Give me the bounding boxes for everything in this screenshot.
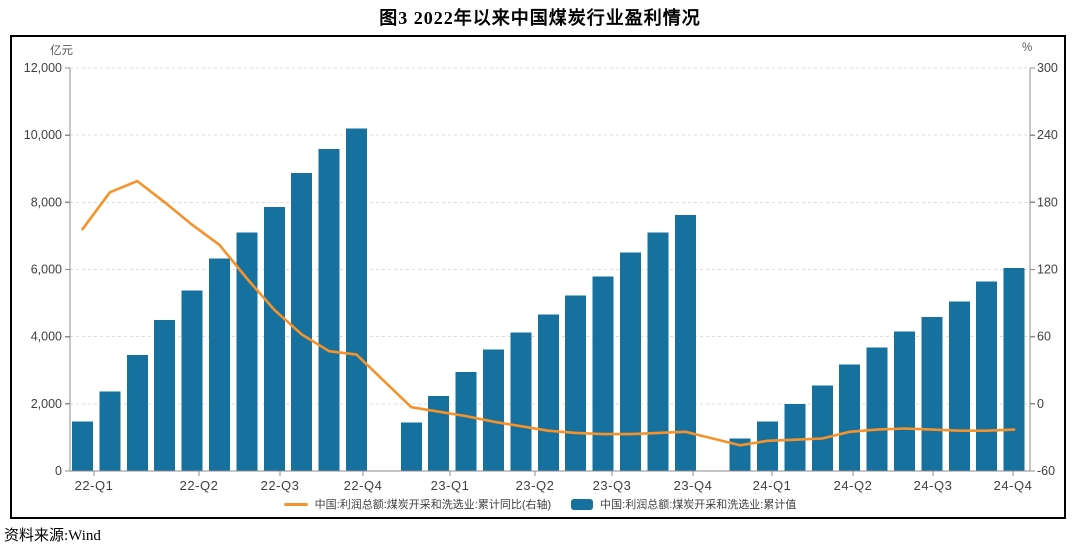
bar <box>99 391 121 471</box>
bar <box>263 207 285 471</box>
x-tick-label: 22-Q2 <box>180 478 219 493</box>
left-tick-label: 12,000 <box>24 61 62 75</box>
right-tick-label: 0 <box>1037 397 1044 411</box>
right-tick-label: 240 <box>1037 128 1058 142</box>
right-tick-label: 120 <box>1037 263 1058 277</box>
bar <box>181 290 203 471</box>
bar <box>948 301 970 471</box>
left-axis-unit-label: 亿元 <box>50 45 73 57</box>
chart-title: 图3 2022年以来中国煤炭行业盈利情况 <box>379 8 701 28</box>
left-tick-label: 6,000 <box>31 263 62 277</box>
bar <box>592 276 614 471</box>
x-tick-label: 24-Q1 <box>753 478 792 493</box>
x-tick-label: 22-Q1 <box>75 478 114 493</box>
bar <box>510 332 532 471</box>
bar <box>647 232 669 471</box>
bar <box>236 232 258 471</box>
bar <box>674 214 696 472</box>
left-tick-label: 2,000 <box>31 397 62 411</box>
right-tick-label: 60 <box>1037 330 1051 344</box>
bar <box>784 403 806 471</box>
x-tick-label: 23-Q4 <box>674 478 713 493</box>
bar <box>811 385 833 471</box>
bar <box>866 347 888 471</box>
bar <box>483 349 504 471</box>
bar <box>1003 267 1025 471</box>
line-series-swatch-icon <box>283 502 308 506</box>
bar <box>894 331 915 471</box>
bar <box>428 395 450 471</box>
left-tick-label: 10,000 <box>24 128 62 142</box>
left-tick-label: 0 <box>55 464 62 478</box>
x-tick-label: 22-Q3 <box>261 478 300 493</box>
bar <box>346 128 367 471</box>
yoy-line <box>81 179 1016 447</box>
bar <box>72 421 93 471</box>
legend-bar-label: 中国:利润总额:煤炭开采和洗选业:累计值 <box>600 499 797 511</box>
bar <box>565 295 587 471</box>
bar <box>455 371 477 471</box>
x-tick-label: 24-Q2 <box>834 478 873 493</box>
bar <box>757 421 778 471</box>
bar <box>537 314 559 471</box>
bar <box>729 438 751 471</box>
right-axis-unit-label: % <box>1022 42 1033 54</box>
bar <box>291 173 313 471</box>
x-tick-label: 23-Q2 <box>516 478 555 493</box>
x-tick-label: 24-Q3 <box>914 478 953 493</box>
bar <box>921 316 943 471</box>
bar <box>209 258 230 471</box>
bar <box>318 148 340 471</box>
right-tick-label: 180 <box>1037 195 1058 209</box>
bar <box>126 355 148 471</box>
x-tick-label: 23-Q3 <box>593 478 632 493</box>
bar <box>620 252 641 471</box>
legend: 中国:利润总额:煤炭开采和洗选业:累计同比(右轴) 中国:利润总额:煤炭开采和洗… <box>0 496 1080 512</box>
bar <box>154 319 176 471</box>
right-tick-label: 300 <box>1037 61 1058 75</box>
legend-item-line: 中国:利润总额:煤炭开采和洗选业:累计同比(右轴) <box>283 496 552 512</box>
bar <box>839 364 861 471</box>
left-tick-label: 8,000 <box>31 195 62 209</box>
bar-series-swatch-icon <box>571 498 594 510</box>
source-note: 资料来源:Wind <box>4 528 101 544</box>
x-tick-label: 22-Q4 <box>344 478 383 493</box>
left-tick-label: 4,000 <box>31 330 62 344</box>
right-tick-label: -60 <box>1037 464 1055 478</box>
legend-line-label: 中国:利润总额:煤炭开采和洗选业:累计同比(右轴) <box>314 499 552 511</box>
x-tick-label: 24-Q4 <box>994 478 1033 493</box>
legend-item-bar: 中国:利润总额:煤炭开采和洗选业:累计值 <box>571 496 796 512</box>
bar <box>976 281 998 471</box>
bar <box>400 422 422 471</box>
x-tick-label: 23-Q1 <box>431 478 470 493</box>
